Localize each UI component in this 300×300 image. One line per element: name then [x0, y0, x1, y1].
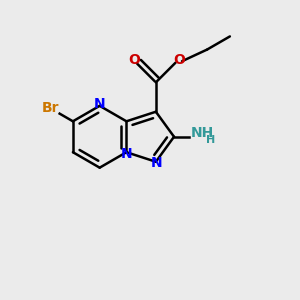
Text: N: N [121, 147, 132, 161]
Text: O: O [128, 53, 140, 67]
Text: N: N [151, 156, 162, 170]
Text: H: H [206, 135, 215, 145]
Text: N: N [94, 98, 106, 111]
Text: NH: NH [191, 126, 214, 140]
Text: O: O [173, 53, 185, 67]
Text: Br: Br [42, 101, 59, 115]
